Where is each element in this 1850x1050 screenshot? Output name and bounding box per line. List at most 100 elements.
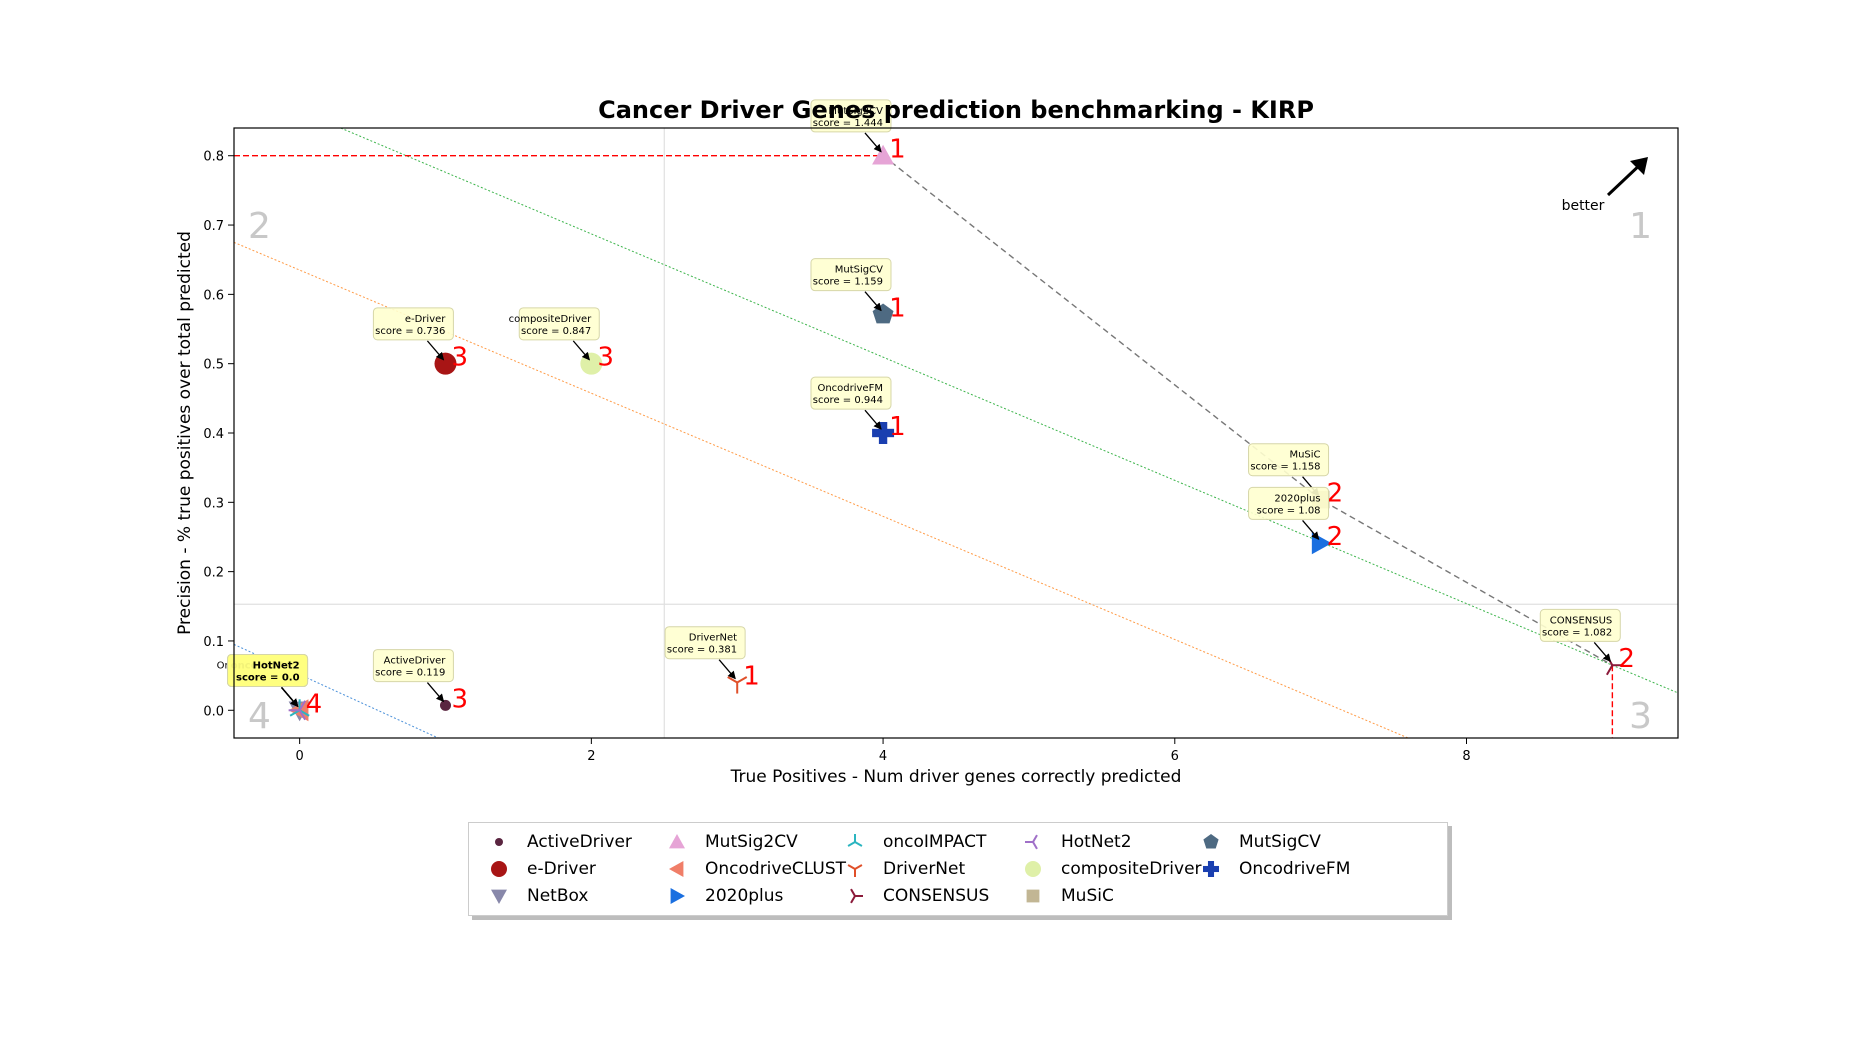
legend-marker bbox=[847, 834, 863, 847]
legend-marker-shape bbox=[847, 834, 863, 847]
legend-label: MuSiC bbox=[1061, 886, 1114, 906]
legend-label: DriverNet bbox=[883, 859, 966, 879]
legend-item-oncoimpact: oncoIMPACT bbox=[835, 829, 986, 855]
axes: 0 2 4 6 8 0.0 0.1 0.2 0.3 0.4 0.5 0.6 0.7 0.8 bbox=[203, 150, 1470, 764]
annotation-arrow bbox=[1593, 641, 1612, 662]
annotation-score: score = 1.159 bbox=[813, 277, 883, 288]
annotation-box bbox=[810, 99, 892, 133]
annotation-box bbox=[1539, 608, 1621, 642]
annotation-arrow bbox=[572, 340, 591, 361]
legend-label: OncodriveFM bbox=[1239, 859, 1351, 879]
point-oncodrivefm bbox=[872, 422, 895, 444]
quadrant-label-1: 1 bbox=[1629, 206, 1652, 247]
annotation-score: score = 1.08 bbox=[1257, 505, 1321, 516]
legend-label: OncodriveCLUST bbox=[705, 859, 847, 879]
legend-marker-shape bbox=[1025, 861, 1041, 877]
annotation-arrow bbox=[864, 132, 882, 153]
legend-marker-shape bbox=[669, 834, 685, 849]
legend: ActiveDriver e-Driver NetBox MutSig2CV Oncod… bbox=[468, 822, 1448, 916]
rank-label: 1 bbox=[743, 662, 760, 692]
legend-marker-shape bbox=[670, 888, 685, 904]
x-tick-label: 6 bbox=[1171, 749, 1179, 764]
legend-label: MutSig2CV bbox=[705, 832, 798, 852]
better-indicator: better bbox=[1562, 157, 1648, 214]
point-mutsig2cv bbox=[872, 144, 895, 165]
better-arrowhead bbox=[1630, 157, 1648, 175]
y-tick-label: 0.3 bbox=[203, 496, 224, 511]
rank-label: 1 bbox=[889, 293, 906, 323]
legend-label: MutSigCV bbox=[1239, 832, 1321, 852]
rank-label: 2 bbox=[1618, 644, 1635, 674]
y-tick-label: 0.4 bbox=[203, 427, 224, 442]
x-tick-label: 2 bbox=[587, 749, 595, 764]
quadrant-label-4: 4 bbox=[248, 696, 271, 737]
y-axis-label: Precision - % true positives over total … bbox=[175, 231, 195, 635]
annotation-score: score = 0.847 bbox=[521, 326, 591, 337]
x-tick-label: 8 bbox=[1462, 749, 1470, 764]
annotation-box bbox=[1248, 486, 1330, 520]
y-tick-label: 0.7 bbox=[203, 219, 224, 234]
legend-marker-shape bbox=[1026, 889, 1040, 903]
data-points bbox=[288, 144, 1624, 722]
rank-label: 4 bbox=[306, 689, 323, 719]
legend-item-oncodrivefm: OncodriveFM bbox=[1191, 856, 1350, 882]
legend-item-drivernet: DriverNet bbox=[835, 856, 965, 882]
legend-marker-shape bbox=[847, 864, 863, 877]
legend-item-e-driver: e-Driver bbox=[479, 856, 596, 882]
annotation-score: score = 0.944 bbox=[813, 395, 883, 406]
annotation-box bbox=[227, 653, 309, 687]
annotation-box bbox=[372, 649, 454, 683]
legend-marker bbox=[1203, 834, 1219, 849]
legend-label: NetBox bbox=[527, 886, 589, 906]
annotation-name: OncodriveFM bbox=[817, 383, 883, 394]
annotation-score: score = 1.158 bbox=[1250, 462, 1320, 473]
legend-item-consensus: CONSENSUS bbox=[835, 883, 989, 909]
quadrant-labels: 1 2 3 4 bbox=[248, 206, 1652, 737]
legend-item-compositedriver: compositeDriver bbox=[1013, 856, 1202, 882]
annotation-score: score = 0.119 bbox=[375, 668, 445, 679]
annotation-score: score = 1.444 bbox=[813, 118, 883, 129]
y-tick-label: 0.0 bbox=[203, 704, 224, 719]
annotation-name: e-Driver bbox=[405, 314, 446, 325]
reference-lines bbox=[234, 155, 1614, 738]
y-tick-label: 0.6 bbox=[203, 288, 224, 303]
legend-label: 2020plus bbox=[705, 886, 784, 906]
legend-marker bbox=[669, 834, 685, 849]
annotation-arrow bbox=[426, 682, 445, 703]
y-tick-label: 0.5 bbox=[203, 358, 224, 373]
rank-label: 3 bbox=[451, 684, 468, 714]
point-activedriver bbox=[439, 699, 451, 711]
annotation-score: score = 0.736 bbox=[375, 326, 445, 337]
legend-label: CONSENSUS bbox=[883, 886, 990, 906]
annotation-arrow bbox=[281, 687, 299, 708]
plot-frame bbox=[233, 127, 1679, 739]
annotation-name: HotNet2 bbox=[253, 660, 300, 671]
annotation-score: score = 0.0 bbox=[236, 672, 300, 683]
legend-label: oncoIMPACT bbox=[883, 832, 987, 852]
y-tick-label: 0.2 bbox=[203, 566, 224, 581]
legend-marker-shape bbox=[850, 888, 863, 904]
quadrant-divider-lines bbox=[234, 128, 1678, 738]
legend-marker bbox=[847, 864, 863, 877]
legend-label: e-Driver bbox=[527, 859, 596, 879]
legend-marker-shape bbox=[495, 838, 503, 846]
annotation-box bbox=[810, 376, 892, 410]
legend-item-music: MuSiC bbox=[1013, 883, 1114, 909]
point-hotnet2 bbox=[288, 700, 307, 721]
annotation-name: CONSENSUS bbox=[1550, 615, 1613, 626]
legend-marker-shape bbox=[1203, 861, 1219, 877]
annotation-score: score = 0.381 bbox=[667, 645, 737, 656]
x-axis-label: True Positives - Num driver genes correc… bbox=[730, 767, 1182, 787]
rank-label: 3 bbox=[597, 343, 614, 373]
annotation-name: MutSig2CV bbox=[828, 106, 883, 117]
annotation-arrow bbox=[426, 340, 445, 361]
legend-marker bbox=[850, 888, 863, 904]
legend-marker-shape bbox=[669, 861, 684, 877]
legend-marker bbox=[1025, 834, 1038, 850]
